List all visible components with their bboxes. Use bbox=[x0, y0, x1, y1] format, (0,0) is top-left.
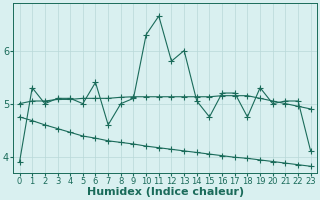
X-axis label: Humidex (Indice chaleur): Humidex (Indice chaleur) bbox=[87, 187, 244, 197]
